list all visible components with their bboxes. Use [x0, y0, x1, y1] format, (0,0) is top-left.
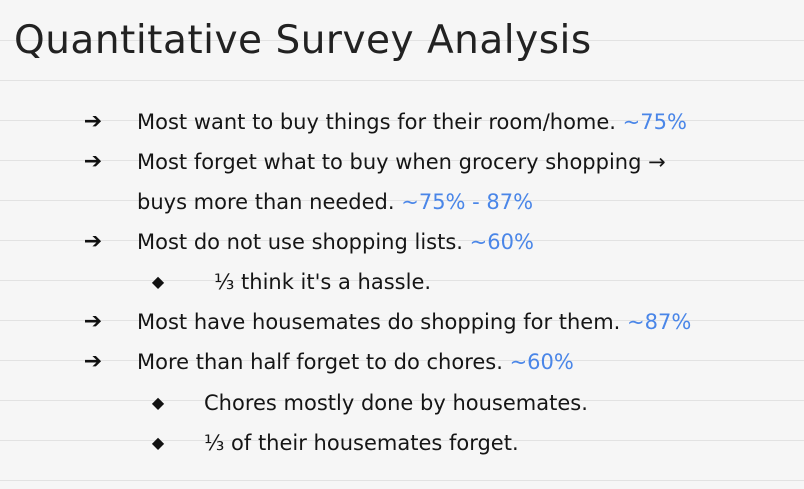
arrow-right-icon: ➔: [83, 149, 103, 174]
diamond-icon: ◆: [151, 272, 165, 291]
percentage: ~60%: [469, 230, 534, 254]
bullet-item: ➔ Most want to buy things for their room…: [0, 102, 804, 142]
bullet-item: ➔ Most have housemates do shopping for t…: [0, 302, 804, 342]
diamond-icon: ◆: [151, 433, 165, 452]
sub-bullet-text: Chores mostly done by housemates.: [204, 391, 588, 415]
bullet-item: ➔ Most forget what to buy when grocery s…: [0, 142, 804, 182]
bullet-item: ➔ More than half forget to do chores. ~6…: [0, 342, 804, 382]
percentage: ~75% - 87%: [401, 190, 534, 214]
percentage: ~87%: [627, 310, 692, 334]
sub-bullet-item: ◆ Chores mostly done by housemates.: [0, 383, 804, 423]
arrow-right-icon: ➔: [83, 229, 103, 254]
bullet-text: Most want to buy things for their room/h…: [137, 110, 623, 134]
bullet-text-line2: buys more than needed.: [137, 190, 402, 214]
bullet-text: More than half forget to do chores.: [137, 350, 510, 374]
bullet-continuation: buys more than needed. ~75% - 87%: [0, 182, 804, 222]
bullet-text: Most forget what to buy when grocery sho…: [137, 150, 666, 174]
arrow-right-icon: ➔: [83, 349, 103, 374]
diamond-icon: ◆: [151, 393, 165, 412]
bullet-text: Most do not use shopping lists.: [137, 230, 470, 254]
bullet-text: Most have housemates do shopping for the…: [137, 310, 628, 334]
sub-bullet-item: ◆ ⅓ of their housemates forget.: [0, 423, 804, 463]
sub-bullet-text: ⅓ think it's a hassle.: [214, 270, 432, 294]
percentage: ~60%: [509, 350, 574, 374]
slide-title: Quantitative Survey Analysis: [14, 18, 592, 63]
sub-bullet-item: ◆ ⅓ think it's a hassle.: [0, 262, 804, 302]
arrow-right-icon: ➔: [83, 309, 103, 334]
arrow-right-icon: ➔: [83, 109, 103, 134]
bullet-item: ➔ Most do not use shopping lists. ~60%: [0, 222, 804, 262]
percentage: ~75%: [622, 110, 687, 134]
sub-bullet-text: ⅓ of their housemates forget.: [204, 431, 519, 455]
